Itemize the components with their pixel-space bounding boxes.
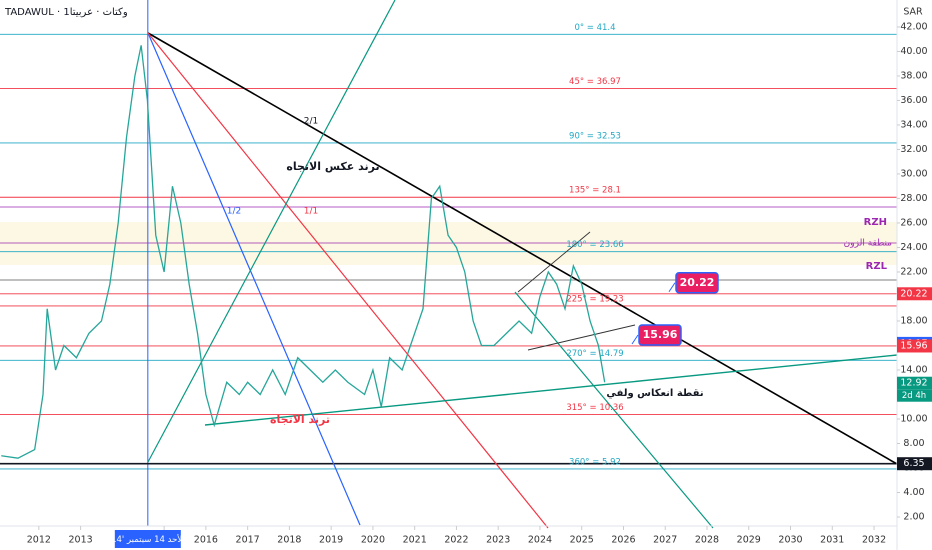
annotation: 2/1 [304, 117, 318, 127]
y-tick-label: 4.00 [903, 487, 924, 498]
y-tick-label: 18.00 [900, 315, 927, 326]
annotation: نقطة انعكاس ولفي [606, 388, 703, 399]
annotation: ترند عكس الاتجاه [286, 160, 379, 173]
crosshair-tag [114, 530, 181, 548]
x-tick-label: 2018 [277, 535, 301, 546]
level-label: 270° = 14.79 [566, 349, 623, 359]
callout-label: 15.96 [643, 328, 678, 341]
x-tick-label: 2028 [695, 535, 719, 546]
y-tick-label: 22.00 [900, 266, 927, 277]
x-tick-label: 2020 [361, 535, 385, 546]
fan-line [147, 32, 549, 529]
x-tick-label: 2017 [236, 535, 260, 546]
x-tick-label: 2019 [319, 535, 343, 546]
price-line [1, 45, 606, 459]
price-tag [897, 457, 932, 471]
price-tag [897, 339, 932, 353]
level-label: 0° = 41.4 [574, 23, 615, 33]
trend-line [514, 291, 714, 529]
price-tag [897, 287, 932, 301]
crosshair-label: الأحد 14 سبتمبر '14 [111, 534, 184, 545]
x-tick-label: 2016 [194, 535, 218, 546]
x-tick-label: 2025 [570, 535, 594, 546]
level-label: 135° = 28.1 [569, 186, 621, 196]
y-tick-label: 14.00 [900, 364, 927, 375]
x-tick-label: 2024 [528, 535, 552, 546]
x-tick-label: 2021 [403, 535, 427, 546]
x-tick-label: 2026 [611, 535, 635, 546]
x-tick-label: 2031 [820, 535, 844, 546]
y-tick-label: 38.00 [900, 70, 927, 81]
annotation: RZL [866, 261, 888, 272]
channel-line [517, 231, 591, 293]
x-tick-label: 2027 [653, 535, 677, 546]
annotation: ترند الاتجاه [270, 413, 330, 426]
channel-line [527, 324, 636, 351]
annotation: RZH [864, 217, 887, 228]
y-tick-label: 36.00 [900, 95, 927, 106]
price-tag-sublabel: 2d 4h [902, 391, 926, 401]
header: TADAWUL · وكتات · عربيتا1 [4, 7, 128, 18]
fan-line [147, 32, 361, 526]
x-tick-label: 2012 [27, 535, 51, 546]
y-tick-label: 24.00 [900, 242, 927, 253]
x-tick-label: 2013 [69, 535, 93, 546]
callout [638, 324, 682, 346]
level-label: 225° = 19.23 [566, 294, 623, 304]
y-tick-label: 40.00 [900, 46, 927, 57]
annotation: 1/1 [304, 207, 318, 217]
price-tag-label: 15.96 [900, 340, 927, 351]
trend-line [147, 32, 898, 465]
y-tick-label: 34.00 [900, 119, 927, 130]
y-tick-label: 26.00 [900, 217, 927, 228]
level-label: 360° = 5.92 [569, 457, 621, 467]
trend-line [204, 354, 898, 426]
x-tick-label: 2030 [778, 535, 802, 546]
callout-pointer [668, 282, 676, 293]
level-label: 315° = 10.36 [566, 403, 623, 413]
level-label: 90° = 32.53 [569, 131, 621, 141]
level-label: 45° = 36.97 [569, 77, 621, 87]
y-tick-label: 42.00 [900, 21, 927, 32]
price-tag-sub [897, 389, 932, 402]
level-label: 180° = 23.66 [566, 240, 623, 250]
annotation: منطقة الزون [844, 239, 893, 249]
y-tick-label: 32.00 [900, 144, 927, 155]
price-tag-label: 12.92 [900, 378, 927, 389]
y-tick-label: 8.00 [903, 438, 924, 449]
price-tag-label: 20.22 [900, 288, 927, 299]
x-tick-label: 2029 [737, 535, 761, 546]
x-tick-label: 2023 [486, 535, 510, 546]
price-tag-label: 6.35 [903, 458, 924, 469]
annotation: 1/2 [227, 207, 241, 217]
callout-pointer [631, 334, 639, 345]
callout [675, 272, 719, 294]
callout-label: 20.22 [680, 276, 715, 289]
x-tick-label: 2032 [862, 535, 886, 546]
currency: SAR [903, 7, 923, 18]
y-tick-label: 10.00 [900, 413, 927, 424]
x-tick-label: 2022 [444, 535, 468, 546]
y-tick-label: 28.00 [900, 193, 927, 204]
zone-band [0, 222, 897, 265]
fan-line [147, 0, 396, 463]
y-tick-label: 2.00 [903, 511, 924, 522]
price-tag [897, 376, 932, 390]
y-tick-label: 30.00 [900, 168, 927, 179]
